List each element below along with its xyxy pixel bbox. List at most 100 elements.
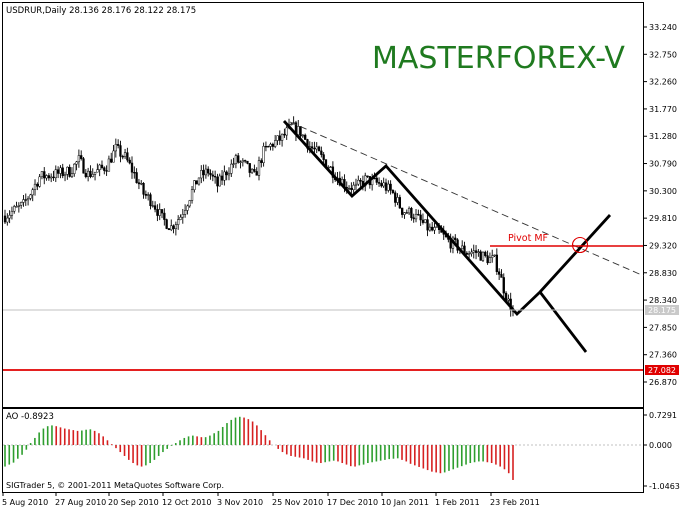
candle-bull xyxy=(407,208,411,214)
candle-bear xyxy=(84,172,87,178)
candle-bull xyxy=(239,161,242,163)
candle-bull xyxy=(179,216,182,220)
main-chart-panel[interactable] xyxy=(2,2,644,408)
candle-bull xyxy=(387,183,390,191)
candle-bear xyxy=(405,212,408,214)
candle-bull xyxy=(274,140,277,147)
pivot-label: Pivot MF xyxy=(508,233,548,244)
y-tick-label: 30.300 xyxy=(649,187,677,196)
candle-bear xyxy=(377,182,381,184)
candle-bear xyxy=(271,143,275,147)
candle-bull xyxy=(223,171,226,181)
candle-bull xyxy=(170,225,173,231)
candle-bull xyxy=(8,214,11,219)
candle-bull xyxy=(29,194,32,199)
candle-bull xyxy=(234,155,238,164)
candle-bear xyxy=(110,158,113,163)
candle-bull xyxy=(357,179,360,185)
candle-bear xyxy=(172,225,175,230)
candle-bear xyxy=(56,169,60,174)
candle-bear xyxy=(137,182,141,185)
candle-bear xyxy=(310,146,314,149)
candle-bull xyxy=(17,205,21,207)
candle-bull xyxy=(66,166,69,175)
candle-bear xyxy=(391,190,395,194)
candle-bull xyxy=(45,175,48,179)
candle-bull xyxy=(20,202,23,206)
candle-bull xyxy=(86,170,90,178)
candle-bear xyxy=(165,219,168,229)
candle-bull xyxy=(280,133,284,141)
candle-bull xyxy=(13,206,16,212)
candle-bull xyxy=(77,155,81,163)
x-tick-label: 5 Aug 2010 xyxy=(2,498,48,507)
x-tick-label: 27 Aug 2010 xyxy=(55,498,106,507)
candle-bear xyxy=(283,133,286,136)
candle-bull xyxy=(507,298,510,301)
x-tick-label: 17 Dec 2010 xyxy=(327,498,378,507)
chart-header: USDRUR,Daily 28.136 28.176 28.122 28.175 xyxy=(6,6,196,16)
candle-bull xyxy=(10,210,14,216)
candle-bull xyxy=(190,189,194,201)
candle-bear xyxy=(142,183,145,195)
candle-bear xyxy=(82,158,85,174)
candle-bull xyxy=(276,135,279,141)
candle-bear xyxy=(479,251,482,261)
candle-bear xyxy=(135,172,138,183)
ao-histogram xyxy=(4,416,514,480)
candle-bull xyxy=(347,187,351,190)
candle-bear xyxy=(394,192,397,203)
candle-bull xyxy=(262,146,265,163)
candle-bear xyxy=(426,219,429,231)
analysis-objects xyxy=(3,120,645,371)
ao-tick-label: 0.7291 xyxy=(649,411,677,420)
candle-bear xyxy=(484,251,487,256)
projection-line-down[interactable] xyxy=(538,291,588,353)
candle-bull xyxy=(73,163,76,174)
candle-bull xyxy=(140,183,143,185)
candle-bull xyxy=(354,183,358,186)
candle-bull xyxy=(114,144,117,152)
candle-bear xyxy=(167,228,171,231)
candle-bull xyxy=(26,198,30,201)
candle-bull xyxy=(329,166,332,168)
candle-bear xyxy=(160,209,164,214)
zigzag-line[interactable] xyxy=(282,120,612,317)
x-tick-label: 3 Nov 2010 xyxy=(217,498,263,507)
pivot-circle-marker[interactable] xyxy=(571,236,589,254)
candle-bull xyxy=(315,146,318,150)
candle-bear xyxy=(24,199,27,201)
indicator-label: AO -0.8923 xyxy=(6,412,54,422)
candle-bear xyxy=(243,160,247,162)
y-tick-label: 31.280 xyxy=(649,132,677,141)
candle-bear xyxy=(264,146,268,148)
candle-bull xyxy=(250,168,254,173)
candle-bull xyxy=(493,254,496,257)
candle-bear xyxy=(278,135,281,141)
candle-bear xyxy=(195,180,198,185)
candle-bear xyxy=(47,175,51,179)
candle-bull xyxy=(50,176,53,179)
candle-bull xyxy=(197,177,201,185)
current-price-tag-text: 28.175 xyxy=(648,306,676,315)
y-tick-label: 29.810 xyxy=(649,214,677,223)
candle-bull xyxy=(232,163,235,165)
candle-bull xyxy=(269,143,272,147)
indicator-panel[interactable] xyxy=(2,408,644,493)
candle-bull xyxy=(204,168,208,176)
candle-bull xyxy=(123,152,127,157)
candle-bull xyxy=(54,169,57,179)
candle-bull xyxy=(96,169,99,173)
candle-bear xyxy=(126,152,129,161)
candle-bull xyxy=(158,209,161,216)
candle-bear xyxy=(61,167,64,177)
x-tick-label: 25 Nov 2010 xyxy=(272,498,323,507)
candle-bear xyxy=(401,207,404,215)
support-price-tag-text: 27.082 xyxy=(648,366,676,375)
candle-bear xyxy=(474,250,478,253)
candle-bear xyxy=(421,219,425,223)
candle-bear xyxy=(3,215,7,223)
candle-bull xyxy=(183,210,187,215)
candle-bear xyxy=(366,175,369,177)
